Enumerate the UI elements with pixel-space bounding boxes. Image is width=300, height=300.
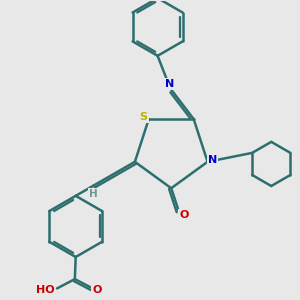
Text: HO: HO bbox=[36, 285, 54, 295]
Text: N: N bbox=[165, 79, 175, 89]
Text: N: N bbox=[208, 155, 217, 165]
Text: O: O bbox=[179, 210, 189, 220]
Text: H: H bbox=[88, 189, 98, 199]
Text: S: S bbox=[140, 112, 148, 122]
Text: O: O bbox=[92, 285, 102, 295]
